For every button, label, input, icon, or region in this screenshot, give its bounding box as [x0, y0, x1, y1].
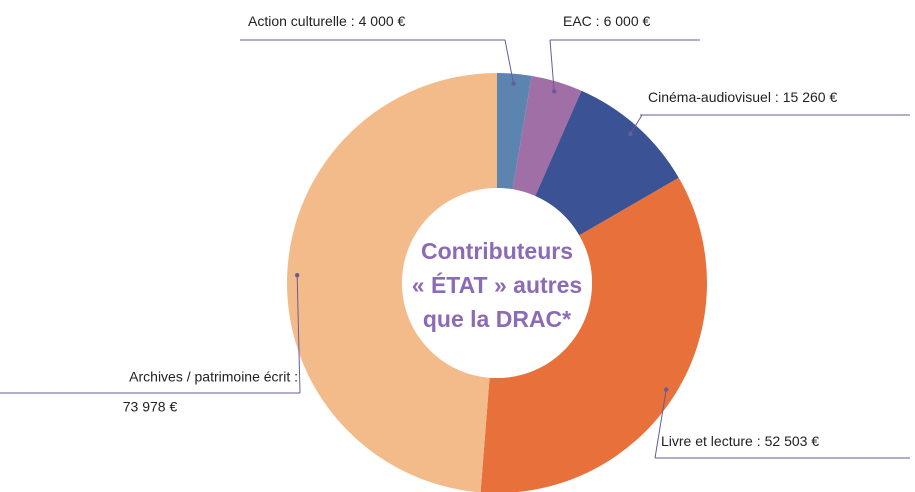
leader-line: [549, 39, 555, 92]
leader-line: [629, 114, 643, 135]
value-label: 73 978 €: [123, 399, 178, 415]
slice-label: EAC :6 000 €: [563, 13, 651, 29]
category-label: Action culturelle :: [248, 13, 355, 29]
slice-label: Cinéma-audiovisuel :15 260 €: [648, 89, 837, 105]
category-label: Livre et lecture :: [661, 433, 761, 449]
slice: [497, 73, 532, 190]
slice: [535, 90, 679, 236]
leader-line: [504, 39, 515, 84]
slice-label: Livre et lecture :52 503 €: [661, 433, 819, 449]
category-label: EAC :: [563, 13, 600, 29]
value-label: 4 000 €: [359, 13, 406, 29]
center-title: « ÉTAT » autres: [412, 271, 582, 298]
center-title: Contributeurs: [421, 238, 573, 264]
slice: [512, 75, 582, 197]
leader-dot: [294, 272, 300, 278]
slice-label: Archives / patrimoine écrit :: [129, 369, 298, 385]
slice: [480, 177, 707, 492]
center-title: que la DRAC*: [423, 306, 571, 332]
leader-dot: [511, 81, 516, 86]
leader-line: [296, 275, 301, 394]
slice: [287, 73, 497, 492]
slice-label: Action culturelle :4 000 €: [248, 13, 406, 29]
value-label: 15 260 €: [783, 89, 838, 105]
category-label: Cinéma-audiovisuel :: [648, 89, 779, 105]
value-label: 6 000 €: [604, 13, 651, 29]
labels: Action culturelle :4 000 € EAC :6 000 € Ci…: [0, 13, 910, 459]
donut-hole: [402, 188, 592, 378]
value-label: 52 503 €: [765, 433, 820, 449]
donut: [287, 73, 707, 492]
leader-line: [654, 389, 667, 459]
